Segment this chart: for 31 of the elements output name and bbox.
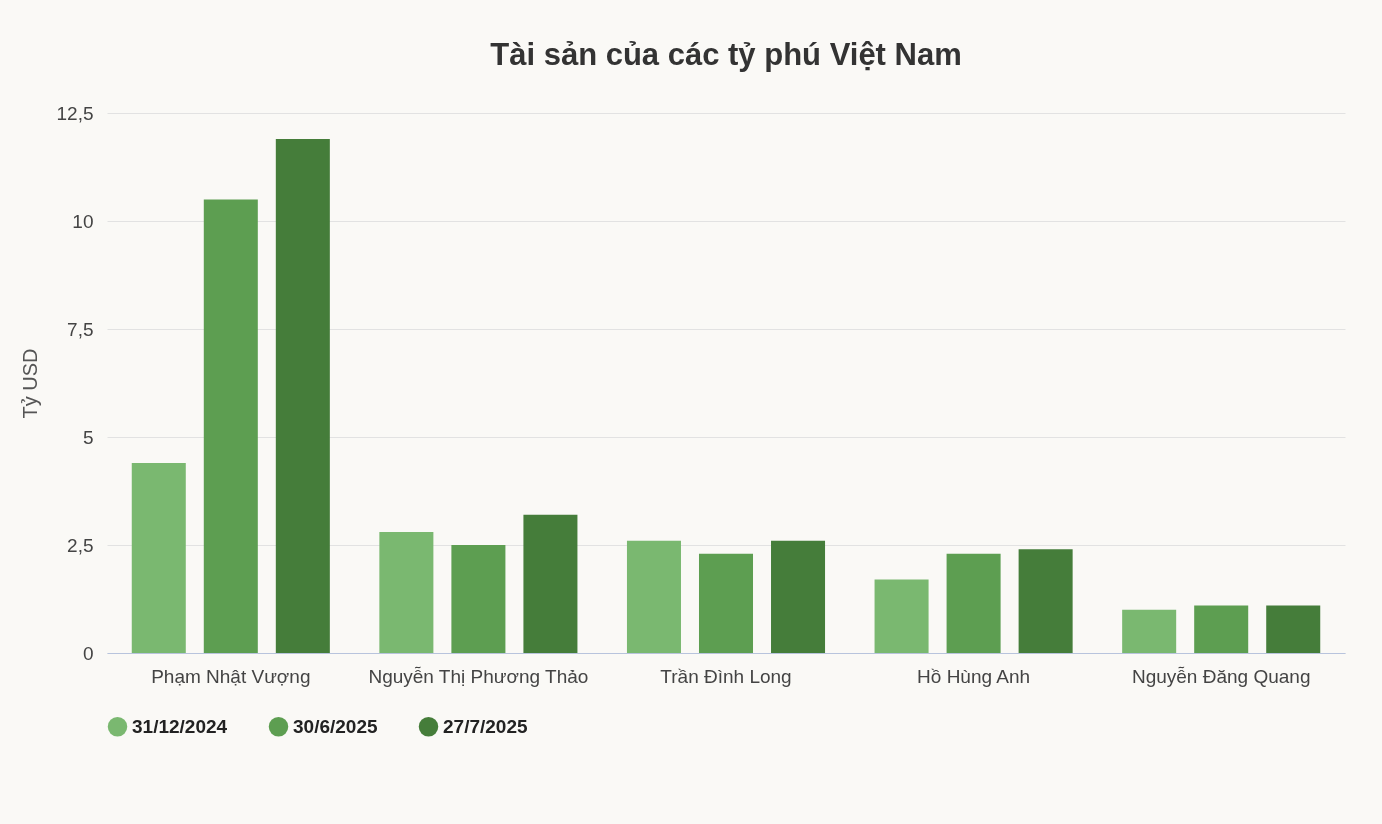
bar bbox=[946, 553, 1001, 653]
bar bbox=[1122, 609, 1177, 653]
y-tick-label: 7,5 bbox=[67, 318, 94, 340]
bar bbox=[203, 199, 258, 653]
bar bbox=[771, 540, 826, 653]
legend-label: 31/12/2024 bbox=[132, 715, 228, 737]
bar bbox=[698, 553, 754, 653]
bar bbox=[874, 579, 929, 653]
bar bbox=[1018, 549, 1073, 653]
x-tick-label: Nguyễn Đăng Quang bbox=[1131, 665, 1311, 687]
legend-label: 30/6/2025 bbox=[293, 715, 378, 737]
bar bbox=[1194, 605, 1249, 653]
y-tick-label: 5 bbox=[82, 426, 94, 448]
x-tick-label: Nguyễn Thị Phương Thảo bbox=[368, 665, 589, 687]
x-tick-label: Trần Đình Long bbox=[660, 665, 792, 687]
y-tick-label: 10 bbox=[72, 210, 94, 232]
y-tick-label: 12,5 bbox=[56, 102, 94, 124]
bar bbox=[379, 532, 434, 653]
y-tick-label: 2,5 bbox=[67, 534, 94, 556]
y-tick-label: 0 bbox=[82, 642, 94, 664]
bar bbox=[523, 514, 578, 653]
chart-title: Tài sản của các tỷ phú Việt Nam bbox=[490, 37, 962, 72]
y-axis-title: Tỷ USD bbox=[18, 348, 41, 419]
bar bbox=[275, 138, 330, 653]
bar bbox=[451, 545, 506, 653]
x-tick-label: Hồ Hùng Anh bbox=[917, 665, 1031, 687]
bar bbox=[1266, 605, 1321, 653]
bar bbox=[626, 540, 681, 653]
x-tick-label: Phạm Nhật Vượng bbox=[151, 665, 311, 687]
bar bbox=[131, 462, 186, 653]
legend-label: 27/7/2025 bbox=[443, 715, 528, 737]
